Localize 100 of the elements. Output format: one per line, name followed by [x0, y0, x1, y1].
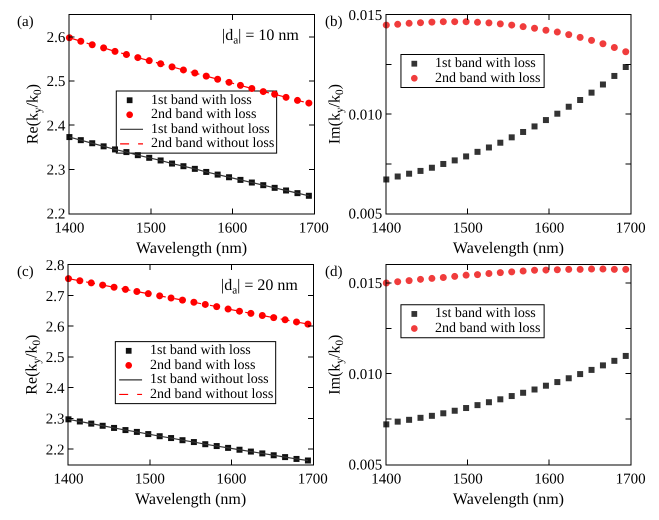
legend-label: 2nd band with loss: [435, 321, 540, 336]
point: [202, 300, 209, 308]
point: [565, 31, 572, 38]
point: [610, 44, 618, 52]
y-tick-label: 0.005: [348, 458, 382, 474]
y-tick-label: 2.6: [46, 30, 66, 46]
point: [542, 26, 550, 34]
point: [599, 40, 606, 48]
point: [577, 371, 584, 378]
point: [452, 408, 458, 414]
point: [588, 366, 595, 373]
point: [134, 54, 142, 62]
y-tick-label: 0.010: [348, 107, 382, 124]
y-tick-label: 2.6: [46, 319, 65, 336]
legend-label: 1st band with loss: [435, 56, 536, 71]
y-tick-label: 2.2: [46, 442, 64, 458]
point: [440, 274, 447, 282]
point: [588, 36, 596, 44]
legend-label: 1st band with loss: [151, 93, 252, 108]
y-tick-label: 2.4: [46, 380, 65, 397]
point: [485, 270, 492, 278]
legend-label: 1st band with loss: [435, 306, 536, 321]
text: (b): [325, 14, 342, 30]
point: [610, 266, 618, 273]
legend-label: 2nd band with loss: [150, 358, 256, 373]
point: [611, 358, 618, 364]
x-tick-label: 1500: [452, 220, 483, 236]
x-tick-label: 1600: [534, 220, 564, 236]
point: [451, 272, 458, 280]
legend-label: 2nd band with loss: [151, 107, 256, 122]
point: [566, 375, 572, 382]
point: [566, 104, 572, 110]
point: [462, 18, 470, 26]
x-axis-title: Wavelength (nm): [452, 240, 564, 258]
x-tick-label: 1600: [534, 471, 564, 488]
point: [406, 277, 413, 284]
y-tick-label: 2.3: [46, 162, 66, 179]
y-tick-label: 2.5: [46, 350, 64, 366]
point: [496, 20, 504, 28]
point: [532, 386, 538, 393]
point: [542, 117, 549, 124]
point: [406, 20, 413, 27]
point: [474, 18, 482, 26]
point: [554, 110, 560, 117]
text: (a): [17, 14, 34, 30]
point: [394, 173, 401, 180]
point: [236, 308, 243, 315]
y-tick-label: 2.3: [46, 412, 64, 428]
point: [554, 379, 560, 386]
point: [76, 277, 84, 284]
y-tick-label: 2.7: [46, 288, 65, 305]
point: [531, 266, 538, 274]
point: [180, 66, 187, 74]
point: [588, 265, 596, 272]
point: [520, 128, 526, 135]
x-tick-label: 1400: [371, 220, 402, 236]
point: [77, 38, 84, 45]
point: [554, 28, 561, 36]
point: [520, 23, 527, 30]
point: [531, 24, 538, 32]
y-tick-label: 0.015: [348, 276, 382, 292]
point: [406, 416, 412, 423]
point: [406, 170, 412, 177]
y-tick-label: 0.005: [348, 206, 382, 223]
legend-label: 2nd band without loss: [150, 387, 274, 402]
x-tick-label: 1600: [216, 471, 246, 488]
point: [418, 414, 424, 421]
x-tick-label: 1600: [217, 220, 248, 236]
point: [428, 274, 436, 282]
legend-label: 1st band with loss: [150, 343, 251, 358]
x-tick-label: 1500: [136, 220, 166, 236]
point: [451, 18, 458, 26]
point: [270, 314, 278, 322]
point: [611, 72, 618, 79]
point: [622, 64, 629, 70]
x-tick-label: 1400: [54, 220, 84, 236]
point: [146, 57, 153, 64]
point: [565, 266, 572, 273]
point: [440, 18, 447, 26]
point: [576, 266, 584, 273]
annotation: |d$_{a}$| = 10 nm: [222, 27, 300, 46]
y-tick-label: 0.015: [348, 8, 382, 24]
point: [508, 134, 515, 140]
point: [168, 63, 176, 70]
point: [474, 271, 482, 278]
point: [417, 19, 424, 26]
point: [99, 282, 106, 289]
point: [394, 20, 402, 28]
x-tick-label: 1700: [298, 471, 328, 488]
x-axis-title: Wavelength (nm): [452, 491, 564, 508]
point: [508, 22, 516, 29]
point: [428, 412, 435, 419]
point: [236, 82, 244, 89]
point: [394, 418, 401, 425]
text: (d): [325, 264, 342, 280]
point: [576, 34, 584, 41]
point: [520, 267, 527, 274]
point: [462, 272, 470, 279]
point: [305, 100, 312, 107]
legend-label: 1st band without loss: [150, 372, 269, 387]
